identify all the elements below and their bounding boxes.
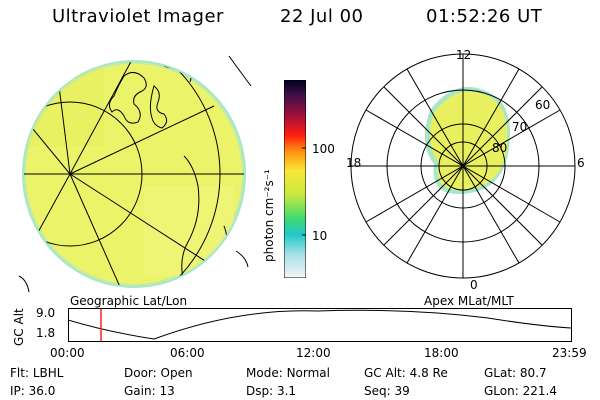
date-readout: 22 Jul 00 <box>280 6 364 27</box>
info-gcalt: GC Alt: 4.8 Re <box>364 366 448 380</box>
time-readout: 01:52:26 UT <box>426 6 543 27</box>
info-gcalt-label: GC Alt: <box>364 366 406 380</box>
info-seq: Seq: 39 <box>364 384 410 398</box>
mlt-label-0: 0 <box>470 278 478 292</box>
info-door-label: Door: <box>124 366 157 380</box>
info-flt-value: LBHL <box>32 366 64 380</box>
geographic-map <box>18 55 252 293</box>
mlt-label-12: 12 <box>456 48 472 62</box>
info-dsp-value: 3.1 <box>276 384 297 398</box>
apex-map-caption: Apex MLat/MLT <box>424 294 514 308</box>
colorbar-tick-100: 100 <box>312 142 335 156</box>
info-glon: GLon: 221.4 <box>484 384 557 398</box>
altitude-curve <box>67 308 572 342</box>
mlt-label-18: 18 <box>346 156 362 170</box>
time-tick-0000: 00:00 <box>50 346 85 360</box>
info-gain-label: Gain: <box>124 384 156 398</box>
info-ip: IP: 36.0 <box>10 384 55 398</box>
mlat-label-60: 60 <box>535 98 551 112</box>
info-dsp: Dsp: 3.1 <box>246 384 296 398</box>
colorbar-gradient <box>283 79 307 279</box>
info-gain: Gain: 13 <box>124 384 175 398</box>
polar-mlt-plot <box>338 46 588 296</box>
info-mode-value: Normal <box>286 366 330 380</box>
info-door: Door: Open <box>124 366 193 380</box>
info-glat-value: 80.7 <box>519 366 547 380</box>
info-mode: Mode: Normal <box>246 366 330 380</box>
time-tick-2359: 23:59 <box>552 346 587 360</box>
info-glat-label: GLat: <box>484 366 517 380</box>
info-flt: Flt: LBHL <box>10 366 63 380</box>
info-flt-label: Flt: <box>10 366 29 380</box>
colorbar-tick-10: 10 <box>312 229 328 243</box>
colorbar <box>283 79 307 279</box>
info-glat: GLat: 80.7 <box>484 366 547 380</box>
polar-plot-svg <box>350 53 576 279</box>
info-seq-value: 39 <box>394 384 410 398</box>
info-gain-value: 13 <box>159 384 175 398</box>
info-seq-label: Seq: <box>364 384 391 398</box>
map-graticule <box>24 62 244 286</box>
altitude-ylabel: GC Alt <box>12 308 26 346</box>
mlt-label-6: 6 <box>577 156 585 170</box>
altitude-ymin: 1.8 <box>36 326 56 340</box>
info-gcalt-value: 4.8 Re <box>409 366 448 380</box>
app-title: Ultraviolet Imager <box>52 6 224 27</box>
info-mode-label: Mode: <box>246 366 283 380</box>
mlat-label-80: 80 <box>492 141 508 155</box>
time-tick-0600: 06:00 <box>170 346 205 360</box>
geographic-map-panel <box>14 46 262 296</box>
info-dsp-label: Dsp: <box>246 384 274 398</box>
info-door-value: Open <box>160 366 193 380</box>
colorbar-unit-label: photon cm⁻²s⁻¹ <box>262 169 276 262</box>
info-ip-value: 36.0 <box>28 384 56 398</box>
altitude-strip <box>67 308 572 342</box>
mlat-label-70: 70 <box>512 120 528 134</box>
geographic-map-caption: Geographic Lat/Lon <box>70 294 188 308</box>
info-glon-label: GLon: <box>484 384 519 398</box>
time-tick-1200: 12:00 <box>296 346 331 360</box>
time-tick-1800: 18:00 <box>424 346 459 360</box>
info-ip-label: IP: <box>10 384 25 398</box>
info-glon-value: 221.4 <box>522 384 557 398</box>
altitude-ymax: 9.0 <box>36 306 56 320</box>
